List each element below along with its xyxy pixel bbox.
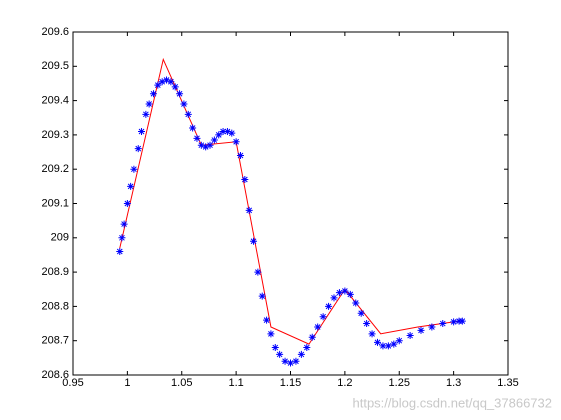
x-tick-label: 0.95 xyxy=(62,377,83,389)
x-tick-label: 1.15 xyxy=(280,377,301,389)
marker xyxy=(390,340,398,348)
x-tick-label: 1.2 xyxy=(337,377,352,389)
marker xyxy=(314,323,322,331)
marker xyxy=(319,313,327,321)
marker xyxy=(215,131,223,139)
y-tick-label: 209.5 xyxy=(41,60,69,72)
marker xyxy=(271,344,279,352)
marker xyxy=(439,320,447,328)
marker xyxy=(202,143,210,151)
marker xyxy=(368,330,376,338)
marker xyxy=(228,129,236,137)
marker xyxy=(210,136,218,144)
marker xyxy=(130,165,138,173)
y-tick-label: 209.1 xyxy=(41,197,69,209)
marker xyxy=(134,145,142,153)
marker xyxy=(263,316,271,324)
y-tick-label: 208.7 xyxy=(41,335,69,347)
watermark: https://blog.csdn.net/qq_37866732 xyxy=(353,395,553,410)
marker xyxy=(281,357,289,365)
marker xyxy=(325,302,333,310)
marker xyxy=(232,138,240,146)
x-tick-label: 1.3 xyxy=(446,377,461,389)
y-tick-label: 209.3 xyxy=(41,129,69,141)
marker xyxy=(118,234,126,242)
marker xyxy=(357,309,365,317)
marker xyxy=(303,344,311,352)
marker xyxy=(335,289,343,297)
marker xyxy=(250,237,258,245)
marker xyxy=(292,357,300,365)
marker xyxy=(123,200,131,207)
y-tick-label: 208.9 xyxy=(41,266,69,278)
marker xyxy=(254,268,262,276)
marker xyxy=(276,350,284,358)
x-tick-label: 1.35 xyxy=(497,377,518,389)
marker xyxy=(450,318,458,326)
marker xyxy=(236,151,244,159)
marker xyxy=(149,90,157,98)
x-tick-label: 1.05 xyxy=(171,377,192,389)
marker xyxy=(158,78,166,86)
marker xyxy=(189,124,197,132)
marker xyxy=(308,333,316,341)
marker xyxy=(142,110,150,118)
marker xyxy=(374,338,381,346)
y-tick-label: 208.6 xyxy=(41,369,69,381)
marker xyxy=(163,76,171,84)
y-tick-label: 209.2 xyxy=(41,163,69,175)
marker xyxy=(145,100,153,108)
marker xyxy=(127,182,135,190)
marker xyxy=(458,317,466,325)
marker xyxy=(406,332,414,340)
marker xyxy=(219,127,227,135)
marker xyxy=(297,350,305,358)
marker xyxy=(241,175,249,183)
marker xyxy=(197,141,205,149)
marker xyxy=(206,141,214,149)
y-tick-label: 209.6 xyxy=(41,26,69,38)
marker xyxy=(384,342,392,350)
marker xyxy=(287,359,294,367)
marker xyxy=(341,287,349,295)
marker xyxy=(267,330,275,338)
y-tick-label: 209.4 xyxy=(41,95,69,107)
marker xyxy=(154,81,162,89)
marker xyxy=(167,78,175,86)
marker xyxy=(180,100,188,108)
marker xyxy=(379,342,387,350)
marker xyxy=(258,292,266,300)
marker xyxy=(330,294,338,302)
marker xyxy=(223,127,231,135)
marker xyxy=(176,90,184,98)
x-tick-label: 1.25 xyxy=(389,377,410,389)
marker xyxy=(245,206,253,214)
marker xyxy=(346,290,354,298)
x-tick-label: 1 xyxy=(124,377,130,389)
y-tick-label: 208.8 xyxy=(41,300,69,312)
marker xyxy=(138,127,146,135)
y-tick-label: 209 xyxy=(51,232,69,244)
marker xyxy=(171,83,179,91)
marker xyxy=(193,134,201,142)
marker xyxy=(184,110,192,118)
marker xyxy=(120,220,128,228)
x-tick-label: 1.1 xyxy=(228,377,243,389)
marker xyxy=(116,248,124,256)
marker xyxy=(417,326,425,334)
plot-area xyxy=(72,31,509,376)
marker xyxy=(395,337,403,345)
marker xyxy=(428,323,436,331)
marker xyxy=(352,299,360,307)
marker xyxy=(363,320,371,328)
